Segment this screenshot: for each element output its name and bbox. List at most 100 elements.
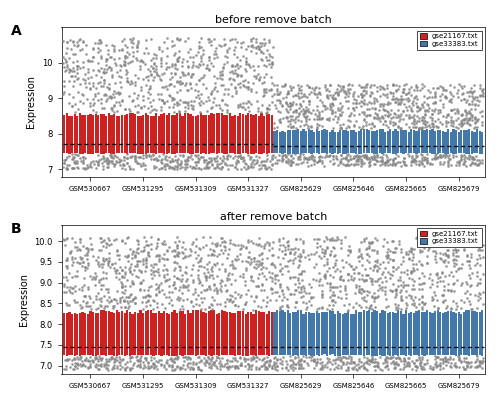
Point (300, 249, 308, 255)
Point (273, 357, 281, 364)
Point (184, 99, 192, 105)
Point (166, 80, 173, 87)
Point (240, 82, 248, 88)
Point (168, 164, 175, 170)
Point (398, 296, 406, 303)
Point (468, 101, 476, 107)
Point (124, 252, 132, 259)
Point (228, 93, 236, 99)
Bar (463, 311, 465, 356)
Point (358, 255, 366, 261)
Point (255, 46, 263, 52)
Point (349, 359, 357, 366)
Point (344, 156, 352, 163)
Point (73, 157, 81, 164)
Point (154, 285, 162, 292)
Point (141, 166, 149, 173)
Point (280, 83, 288, 89)
Point (121, 264, 129, 271)
Point (332, 237, 340, 244)
Point (396, 274, 404, 280)
Point (160, 166, 168, 173)
Point (434, 116, 442, 122)
Point (442, 87, 450, 94)
Point (313, 158, 321, 165)
Point (205, 283, 213, 290)
Point (144, 359, 152, 366)
Point (378, 156, 386, 162)
Point (308, 251, 316, 258)
Point (402, 162, 410, 168)
Point (370, 95, 378, 101)
Bar (276, 310, 278, 355)
Point (74, 88, 82, 95)
Point (287, 152, 295, 158)
Point (147, 271, 155, 278)
Point (440, 286, 448, 293)
Point (436, 362, 444, 368)
Point (328, 110, 336, 116)
Point (418, 117, 426, 123)
Point (100, 80, 108, 86)
Point (256, 74, 264, 80)
Point (84, 293, 92, 299)
Point (366, 358, 374, 364)
Point (60, 237, 68, 243)
Point (407, 248, 415, 255)
Point (88, 53, 96, 60)
Point (211, 158, 219, 164)
Point (476, 251, 484, 258)
Point (171, 156, 179, 163)
Point (315, 154, 323, 160)
Bar (134, 312, 136, 355)
Point (76, 302, 84, 308)
Point (252, 261, 260, 267)
Point (402, 267, 410, 274)
Point (424, 87, 432, 93)
Point (350, 123, 358, 129)
Point (126, 354, 134, 360)
Point (108, 67, 116, 74)
Point (278, 95, 286, 101)
Point (149, 65, 157, 72)
Point (222, 303, 230, 309)
Point (400, 269, 407, 275)
Point (60, 164, 68, 170)
Point (128, 353, 136, 360)
Point (240, 356, 248, 362)
Point (134, 57, 141, 63)
Point (415, 162, 423, 168)
Point (444, 247, 452, 253)
Point (392, 160, 400, 166)
Point (144, 94, 152, 101)
Point (346, 85, 354, 92)
Point (318, 123, 326, 129)
Point (349, 304, 357, 310)
Point (90, 80, 98, 86)
Point (332, 96, 340, 103)
Point (140, 50, 148, 57)
Point (294, 161, 302, 168)
Point (284, 366, 292, 373)
Point (186, 154, 194, 161)
Point (442, 252, 450, 259)
Point (334, 91, 342, 97)
Point (225, 276, 233, 282)
Point (410, 116, 418, 122)
Point (163, 156, 171, 163)
Point (462, 252, 470, 259)
Point (332, 364, 340, 370)
Point (436, 152, 444, 159)
Point (459, 234, 467, 240)
Point (107, 104, 115, 111)
Point (384, 156, 392, 163)
Point (268, 286, 276, 292)
Point (444, 356, 452, 362)
Point (176, 366, 184, 372)
Point (442, 120, 450, 126)
Point (321, 271, 329, 278)
Point (458, 157, 466, 163)
Bar (144, 311, 147, 356)
Point (180, 166, 188, 173)
Point (86, 246, 94, 252)
